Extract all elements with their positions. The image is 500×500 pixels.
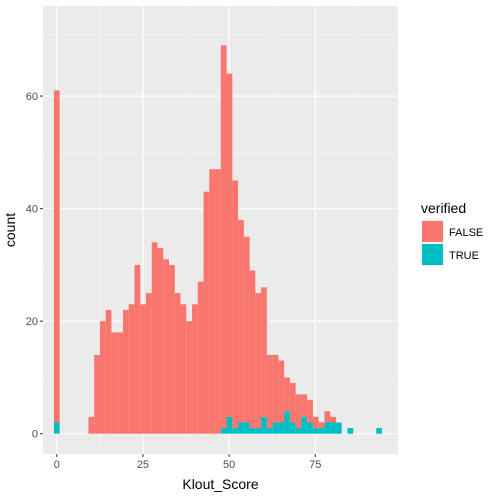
bar-false — [111, 332, 118, 434]
bar-false — [122, 309, 129, 434]
bar-true — [312, 428, 319, 434]
bar-true — [255, 428, 262, 434]
bar-false — [157, 248, 164, 434]
bar-true — [284, 411, 290, 434]
bar-true — [318, 428, 325, 434]
bar-false — [88, 416, 95, 434]
y-tick-label: 40 — [26, 204, 38, 216]
bar-false — [330, 416, 336, 423]
bar-false — [94, 354, 100, 434]
bar-false — [99, 321, 106, 434]
bar-true — [335, 422, 342, 434]
bar-false — [174, 293, 181, 434]
x-axis: 0 25 50 75 — [54, 454, 321, 471]
bar-true — [261, 416, 267, 434]
bar-false — [307, 399, 313, 423]
bar-false — [220, 45, 227, 429]
bar-false — [255, 293, 262, 429]
y-axis: 0 20 40 60 — [26, 91, 43, 441]
bar-false — [215, 169, 221, 434]
bar-false — [197, 281, 204, 434]
bar-false — [238, 219, 244, 423]
bar-false — [301, 394, 308, 417]
bar-false — [226, 73, 233, 417]
bar-false — [209, 169, 216, 434]
y-tick-label: 60 — [26, 91, 38, 103]
x-tick-label: 75 — [309, 459, 321, 471]
bar-false — [151, 242, 158, 434]
bar-false — [128, 304, 135, 434]
bar-true — [301, 416, 308, 434]
bar-false — [266, 354, 273, 429]
bar-true — [232, 428, 239, 434]
bar-false — [53, 90, 60, 423]
legend-label-true: TRUE — [449, 250, 479, 262]
bar-false — [318, 422, 325, 429]
bar-true — [278, 422, 285, 434]
bar-true — [226, 416, 233, 434]
bar-true — [220, 428, 227, 434]
bar-true — [295, 428, 302, 434]
bar-false — [169, 264, 175, 434]
bar-false — [243, 236, 250, 423]
bar-false — [249, 270, 256, 429]
x-axis-title: Klout_Score — [182, 476, 258, 492]
bar-false — [295, 394, 302, 429]
legend-label-false: FALSE — [449, 227, 483, 239]
y-tick-label: 20 — [26, 316, 38, 328]
bar-false — [272, 354, 279, 423]
bar-false — [278, 360, 285, 423]
bar-false — [312, 416, 319, 429]
bar-true — [249, 428, 256, 434]
bar-false — [145, 293, 152, 434]
bar-false — [203, 191, 210, 434]
bar-true — [266, 428, 273, 434]
histogram-bars — [53, 45, 382, 434]
bar-true — [243, 422, 250, 434]
bar-true — [53, 422, 60, 434]
x-tick-label: 50 — [223, 459, 235, 471]
y-axis-title: count — [2, 213, 18, 247]
bar-true — [324, 422, 331, 434]
bar-true — [347, 428, 354, 434]
bar-true — [307, 422, 313, 434]
x-tick-label: 25 — [137, 459, 149, 471]
bar-true — [272, 422, 279, 434]
legend-key-true — [422, 244, 443, 265]
bar-false — [324, 411, 331, 423]
bar-true — [289, 422, 296, 434]
bar-false — [261, 287, 267, 417]
bar-false — [289, 383, 296, 423]
bar-false — [180, 304, 187, 434]
bar-false — [232, 180, 239, 429]
bar-false — [186, 321, 193, 434]
bar-true — [330, 422, 336, 434]
bar-false — [140, 304, 146, 434]
legend: verified FALSE TRUE — [421, 200, 483, 266]
bar-false — [163, 259, 170, 434]
bar-false — [192, 304, 198, 434]
legend-title: verified — [421, 200, 466, 216]
x-tick-label: 0 — [54, 459, 60, 471]
bar-true — [376, 428, 382, 434]
y-tick-label: 0 — [32, 429, 38, 441]
bar-false — [117, 332, 123, 434]
bar-false — [284, 377, 290, 412]
bar-false — [134, 264, 141, 434]
bar-false — [105, 309, 112, 434]
bar-true — [238, 422, 244, 434]
legend-key-false — [422, 221, 443, 242]
